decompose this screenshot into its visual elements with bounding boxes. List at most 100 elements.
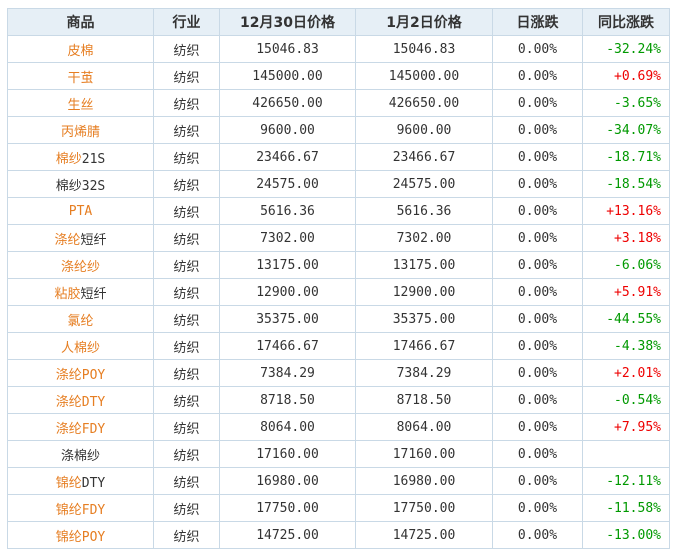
price-dec30-cell: 14725.00 [219, 521, 356, 549]
table-row: 氯纶 纺织 35375.00 35375.00 0.00% -44.55% [7, 305, 670, 333]
price-jan2-cell: 5616.36 [355, 197, 493, 225]
yoy-change-cell [582, 440, 670, 468]
commodity-link[interactable]: PTA [68, 203, 93, 219]
commodity-name-cell: 棉纱21S [7, 143, 154, 171]
commodity-name-cell: 涤纶短纤 [7, 224, 154, 252]
table-row: 涤纶POY 纺织 7384.29 7384.29 0.00% +2.01% [7, 359, 670, 387]
price-dec30-cell: 426650.00 [219, 89, 356, 117]
price-dec30-cell: 17160.00 [219, 440, 356, 468]
commodity-name-cell: 锦纶FDY [7, 494, 154, 522]
table-row: 锦纶POY 纺织 14725.00 14725.00 0.00% -13.00% [7, 521, 670, 549]
yoy-change-cell: +2.01% [582, 359, 670, 387]
industry-cell: 纺织 [153, 143, 220, 171]
commodity-link[interactable]: 氯纶 [67, 313, 94, 329]
price-jan2-cell: 17466.67 [355, 332, 493, 360]
price-jan2-cell: 9600.00 [355, 116, 493, 144]
yoy-change-cell: -6.06% [582, 251, 670, 279]
table-row: 粘胶短纤 纺织 12900.00 12900.00 0.00% +5.91% [7, 278, 670, 306]
table-row: 涤纶FDY 纺织 8064.00 8064.00 0.00% +7.95% [7, 413, 670, 441]
commodity-link[interactable]: 皮棉 [67, 43, 94, 59]
table-row: 棉纱32S 纺织 24575.00 24575.00 0.00% -18.54% [7, 170, 670, 198]
commodity-name-cell: 干茧 [7, 62, 154, 90]
daily-change-cell: 0.00% [492, 440, 583, 468]
price-dec30-cell: 35375.00 [219, 305, 356, 333]
commodity-link[interactable]: 粘胶 [54, 286, 81, 302]
industry-cell: 纺织 [153, 413, 220, 441]
industry-cell: 纺织 [153, 494, 220, 522]
price-dec30-cell: 24575.00 [219, 170, 356, 198]
commodity-link[interactable]: 涤纶POY [55, 367, 106, 383]
price-table-container: 商品 行业 12月30日价格 1月2日价格 日涨跌 同比涨跌 皮棉 纺织 15046… [7, 8, 670, 549]
commodity-name-cell: 生丝 [7, 89, 154, 117]
price-dec30-cell: 7302.00 [219, 224, 356, 252]
yoy-change-cell: -0.54% [582, 386, 670, 414]
table-row: 棉纱21S 纺织 23466.67 23466.67 0.00% -18.71% [7, 143, 670, 171]
commodity-link[interactable]: 干茧 [67, 70, 94, 86]
industry-cell: 纺织 [153, 521, 220, 549]
daily-change-cell: 0.00% [492, 116, 583, 144]
price-dec30-cell: 17466.67 [219, 332, 356, 360]
yoy-change-cell: +13.16% [582, 197, 670, 225]
header-industry: 行业 [153, 8, 220, 36]
commodity-link[interactable]: 锦纶FDY [55, 502, 106, 518]
daily-change-cell: 0.00% [492, 89, 583, 117]
commodity-link[interactable]: 人棉纱 [60, 340, 100, 356]
yoy-change-cell: -13.00% [582, 521, 670, 549]
commodity-name-cell: 粘胶短纤 [7, 278, 154, 306]
commodity-link[interactable]: 锦纶POY [55, 529, 106, 545]
commodity-link[interactable]: 涤纶纱 [60, 259, 100, 275]
header-price-jan2: 1月2日价格 [355, 8, 493, 36]
commodity-link[interactable]: 生丝 [67, 97, 94, 113]
header-commodity: 商品 [7, 8, 154, 36]
commodity-name-cell: PTA [7, 197, 154, 225]
price-jan2-cell: 8718.50 [355, 386, 493, 414]
price-dec30-cell: 145000.00 [219, 62, 356, 90]
price-dec30-cell: 9600.00 [219, 116, 356, 144]
industry-cell: 纺织 [153, 62, 220, 90]
commodity-name-cell: 锦纶POY [7, 521, 154, 549]
daily-change-cell: 0.00% [492, 35, 583, 63]
price-dec30-cell: 17750.00 [219, 494, 356, 522]
commodity-link[interactable]: 涤纶FDY [55, 421, 106, 437]
industry-cell: 纺织 [153, 197, 220, 225]
industry-cell: 纺织 [153, 251, 220, 279]
table-row: 涤棉纱 纺织 17160.00 17160.00 0.00% [7, 440, 670, 468]
commodity-link[interactable]: 棉纱 [55, 151, 82, 167]
price-jan2-cell: 12900.00 [355, 278, 493, 306]
price-dec30-cell: 8718.50 [219, 386, 356, 414]
table-row: 皮棉 纺织 15046.83 15046.83 0.00% -32.24% [7, 35, 670, 63]
price-jan2-cell: 7302.00 [355, 224, 493, 252]
table-row: 丙烯腈 纺织 9600.00 9600.00 0.00% -34.07% [7, 116, 670, 144]
commodity-link[interactable]: 丙烯腈 [60, 124, 100, 140]
commodity-link[interactable]: 涤纶DTY [55, 394, 106, 410]
price-dec30-cell: 16980.00 [219, 467, 356, 495]
daily-change-cell: 0.00% [492, 62, 583, 90]
commodity-name-cell: 棉纱32S [7, 170, 154, 198]
industry-cell: 纺织 [153, 305, 220, 333]
price-jan2-cell: 14725.00 [355, 521, 493, 549]
commodity-name-text: 棉纱32S [55, 178, 106, 194]
table-row: 涤纶纱 纺织 13175.00 13175.00 0.00% -6.06% [7, 251, 670, 279]
commodity-name-text: 短纤 [80, 232, 107, 248]
price-jan2-cell: 145000.00 [355, 62, 493, 90]
yoy-change-cell: -18.54% [582, 170, 670, 198]
price-jan2-cell: 16980.00 [355, 467, 493, 495]
price-dec30-cell: 8064.00 [219, 413, 356, 441]
industry-cell: 纺织 [153, 332, 220, 360]
commodity-name-text: 涤棉纱 [60, 448, 100, 464]
commodity-link[interactable]: 涤纶 [54, 232, 81, 248]
daily-change-cell: 0.00% [492, 521, 583, 549]
yoy-change-cell: +3.18% [582, 224, 670, 252]
yoy-change-cell: -44.55% [582, 305, 670, 333]
yoy-change-cell: -11.58% [582, 494, 670, 522]
daily-change-cell: 0.00% [492, 305, 583, 333]
table-row: 锦纶FDY 纺织 17750.00 17750.00 0.00% -11.58% [7, 494, 670, 522]
price-dec30-cell: 23466.67 [219, 143, 356, 171]
commodity-name-cell: 丙烯腈 [7, 116, 154, 144]
daily-change-cell: 0.00% [492, 251, 583, 279]
yoy-change-cell: +0.69% [582, 62, 670, 90]
commodity-name-text: 21S [81, 151, 106, 167]
table-row: 涤纶短纤 纺织 7302.00 7302.00 0.00% +3.18% [7, 224, 670, 252]
price-jan2-cell: 13175.00 [355, 251, 493, 279]
commodity-link[interactable]: 锦纶 [55, 475, 82, 491]
